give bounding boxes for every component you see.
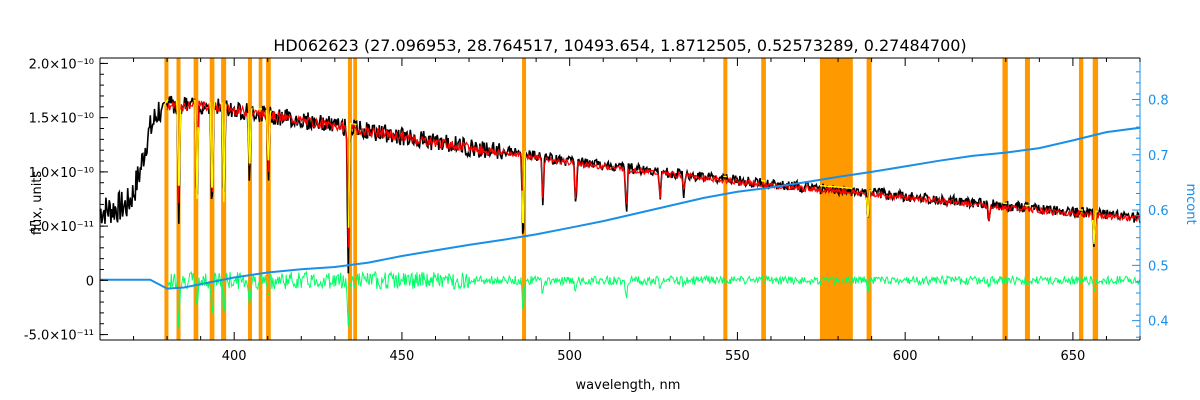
masked-model-segment-1 bbox=[163, 99, 169, 106]
observed-spectrum-line bbox=[99, 95, 1141, 274]
masked-region-6 bbox=[247, 58, 252, 340]
x-tick-label-450: 450 bbox=[390, 349, 415, 364]
masked-region-19 bbox=[1092, 58, 1099, 340]
masked-model-segment-9 bbox=[347, 122, 353, 228]
x-tick-label-650: 650 bbox=[1060, 349, 1085, 364]
masked-model-segment-13 bbox=[761, 179, 766, 182]
masked-model-segment-16 bbox=[1002, 202, 1008, 205]
masked-region-1 bbox=[164, 58, 169, 340]
y2-tick-label-0: 0.8 bbox=[1148, 93, 1169, 108]
y-axis-label: flux, units bbox=[30, 171, 45, 236]
masked-region-16 bbox=[1002, 58, 1008, 340]
model-spectrum-line bbox=[166, 98, 1141, 248]
y2-tick-label-1: 0.7 bbox=[1148, 149, 1169, 164]
masked-model-segment-10 bbox=[353, 123, 357, 126]
y2-tick-label-4: 0.4 bbox=[1148, 315, 1169, 330]
masked-region-14 bbox=[819, 58, 853, 340]
masked-model-segment-3 bbox=[193, 99, 199, 199]
masked-region-18 bbox=[1078, 58, 1084, 340]
x-tick-label-400: 400 bbox=[222, 349, 247, 364]
y2-tick-label-3: 0.5 bbox=[1148, 259, 1169, 274]
x-tick-label-500: 500 bbox=[557, 349, 582, 364]
masked-model-segment-4 bbox=[209, 101, 216, 188]
data-series bbox=[99, 95, 1141, 329]
y-tick-label-1: 1.5×10⁻¹⁰ bbox=[29, 112, 94, 127]
masked-model-segment-2 bbox=[175, 100, 182, 186]
axes: 400 450 500 550 600 650 2.0×10⁻¹⁰ 1.5×10⁻¹⁰ 1.0×… bbox=[24, 57, 1169, 364]
y-tick-label-0: 2.0×10⁻¹⁰ bbox=[29, 57, 94, 72]
masked-region-8 bbox=[266, 58, 271, 340]
masked-model-segment-11 bbox=[521, 150, 527, 224]
chart-title: HD062623 (27.096953, 28.764517, 10493.65… bbox=[273, 36, 966, 55]
masked-model-segment-8 bbox=[265, 109, 272, 161]
masked-model-segment-5 bbox=[221, 102, 227, 203]
masked-region-13 bbox=[761, 58, 766, 340]
x-axis-label: wavelength, nm bbox=[576, 378, 681, 393]
y-tick-label-2: 1.0×10⁻¹⁰ bbox=[29, 166, 94, 181]
y-tick-label-5: -5.0×10⁻¹¹ bbox=[24, 329, 94, 344]
y-tick-label-4: 0 bbox=[86, 274, 94, 289]
mcont-line bbox=[100, 126, 1141, 290]
masked-model-segment-19 bbox=[1092, 210, 1098, 245]
masked-model-segment-7 bbox=[258, 107, 263, 110]
y2-tick-label-2: 0.6 bbox=[1148, 204, 1169, 219]
masked-model-segment-15 bbox=[865, 189, 872, 218]
masked-region-7 bbox=[258, 58, 263, 340]
y-tick-label-3: 5.0×10⁻¹¹ bbox=[29, 220, 94, 235]
masked-region-10 bbox=[353, 58, 357, 340]
masked-region-3 bbox=[193, 58, 199, 340]
y2-axis-label: mcont bbox=[1183, 183, 1198, 224]
x-tick-label-550: 550 bbox=[725, 349, 750, 364]
masked-regions bbox=[164, 58, 1099, 340]
residuals-line bbox=[166, 270, 1141, 329]
masked-model-segment-14 bbox=[819, 184, 853, 190]
masked-model-segment-6 bbox=[247, 107, 253, 164]
masked-region-12 bbox=[723, 58, 728, 340]
x-tick-label-600: 600 bbox=[893, 349, 918, 364]
masked-region-17 bbox=[1024, 58, 1030, 340]
